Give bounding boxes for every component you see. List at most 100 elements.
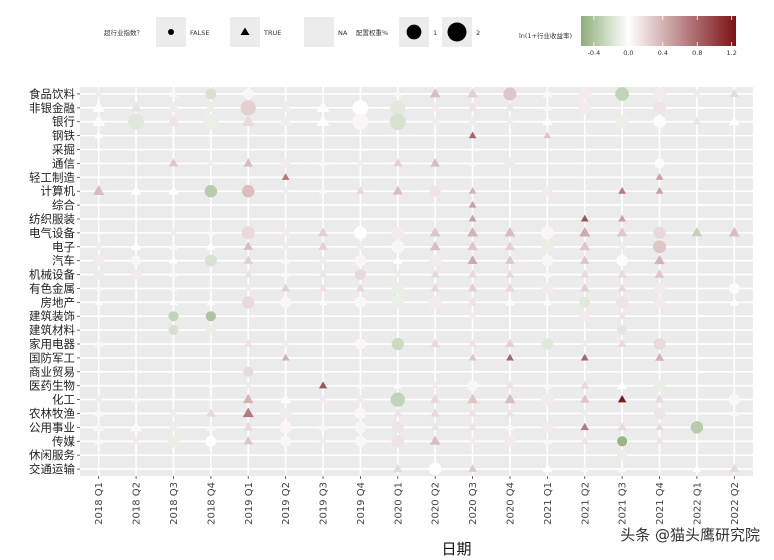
point-triangle	[318, 297, 328, 306]
point-triangle	[205, 421, 217, 431]
point-triangle	[579, 241, 591, 251]
point-triangle	[355, 394, 366, 403]
point-triangle	[617, 241, 627, 250]
point-triangle	[505, 422, 515, 431]
point-circle	[354, 435, 366, 447]
point-triangle	[468, 187, 477, 194]
point-triangle	[579, 226, 591, 237]
point-triangle	[468, 311, 477, 320]
color-legend-title: ln(1+行业收益率)	[519, 31, 572, 40]
legend-triangle-symbol	[240, 27, 250, 35]
color-legend-tick-label: 1.2	[727, 49, 737, 57]
point-circle	[541, 240, 554, 253]
point-triangle	[505, 255, 515, 264]
point-circle	[653, 87, 666, 101]
x-tick-label: 2021 Q1	[543, 482, 554, 525]
point-triangle	[318, 241, 328, 250]
point-circle	[242, 184, 255, 198]
data-points	[92, 87, 741, 476]
point-circle	[354, 269, 366, 281]
point-triangle	[243, 241, 254, 250]
point-triangle	[468, 131, 477, 139]
point-circle	[617, 436, 628, 447]
point-triangle	[430, 338, 440, 348]
point-triangle	[280, 255, 291, 264]
point-triangle	[504, 226, 516, 237]
point-triangle	[93, 88, 104, 98]
point-triangle	[655, 187, 664, 194]
point-triangle	[94, 394, 104, 403]
point-triangle	[468, 408, 478, 417]
x-tick-label: 2021 Q3	[618, 482, 629, 525]
y-tick-label: 机械设备	[29, 268, 75, 282]
point-triangle	[281, 173, 290, 180]
point-circle	[653, 115, 666, 128]
point-triangle	[94, 298, 103, 305]
point-circle	[690, 421, 704, 434]
point-triangle	[655, 422, 664, 431]
point-triangle	[281, 353, 290, 361]
point-circle	[654, 408, 665, 419]
point-triangle	[92, 101, 105, 112]
x-tick-label: 2021 Q4	[655, 482, 666, 525]
point-triangle	[692, 116, 702, 125]
y-tick-label: 电气设备	[29, 226, 75, 240]
color-legend-tick-label: 0.4	[658, 49, 668, 57]
point-triangle	[279, 101, 292, 112]
point-triangle	[468, 214, 477, 222]
point-circle	[391, 296, 405, 309]
point-triangle	[93, 408, 104, 417]
point-triangle	[167, 101, 180, 112]
point-triangle	[168, 185, 179, 195]
y-tick-label: 公用事业	[29, 420, 75, 434]
point-circle	[653, 379, 666, 392]
x-tick-label: 2018 Q2	[132, 482, 143, 525]
plot-panel	[80, 87, 753, 476]
point-triangle	[318, 186, 328, 194]
point-triangle	[505, 408, 515, 417]
y-tick-label: 综合	[52, 198, 75, 212]
point-triangle	[505, 102, 515, 112]
point-triangle	[543, 131, 552, 139]
y-tick-label: 房地产	[41, 295, 76, 309]
point-circle	[93, 269, 104, 280]
point-circle	[354, 407, 367, 420]
point-triangle	[505, 283, 515, 292]
point-circle	[242, 88, 254, 100]
y-tick-label: 轻工制造	[29, 170, 75, 184]
point-circle	[391, 337, 405, 351]
point-triangle	[692, 464, 702, 473]
y-axis-labels: 食品饮料非银金融银行钢铁采掘通信轻工制造计算机综合纺织服装电气设备电子汽车机械设…	[29, 87, 80, 476]
point-triangle	[206, 408, 216, 417]
point-triangle	[542, 102, 553, 112]
point-triangle	[579, 394, 590, 403]
x-tick-label: 2020 Q4	[505, 482, 516, 525]
point-triangle	[430, 283, 440, 292]
point-triangle	[243, 339, 253, 348]
y-tick-label: 食品饮料	[29, 87, 75, 101]
point-triangle	[204, 101, 218, 112]
point-triangle	[467, 102, 478, 112]
point-triangle	[94, 339, 104, 348]
point-triangle	[429, 227, 441, 237]
point-triangle	[206, 297, 216, 306]
point-triangle	[468, 269, 478, 278]
point-circle	[240, 100, 256, 116]
point-triangle	[467, 226, 479, 237]
point-triangle	[131, 395, 141, 403]
x-tick-label: 2019 Q4	[356, 482, 367, 525]
point-triangle	[393, 408, 403, 417]
point-triangle	[318, 436, 328, 445]
x-tick-label: 2021 Q2	[580, 482, 591, 525]
watermark-text: 头条 @猫头鹰研究院	[620, 526, 760, 544]
point-triangle	[316, 114, 330, 127]
point-triangle	[729, 408, 739, 417]
point-triangle	[617, 283, 627, 292]
point-triangle	[580, 380, 590, 389]
point-triangle	[131, 241, 142, 251]
point-circle	[540, 226, 554, 240]
x-axis-title: 日期	[441, 540, 471, 558]
point-triangle	[654, 269, 665, 278]
point-circle	[243, 366, 254, 377]
point-circle	[205, 311, 216, 322]
